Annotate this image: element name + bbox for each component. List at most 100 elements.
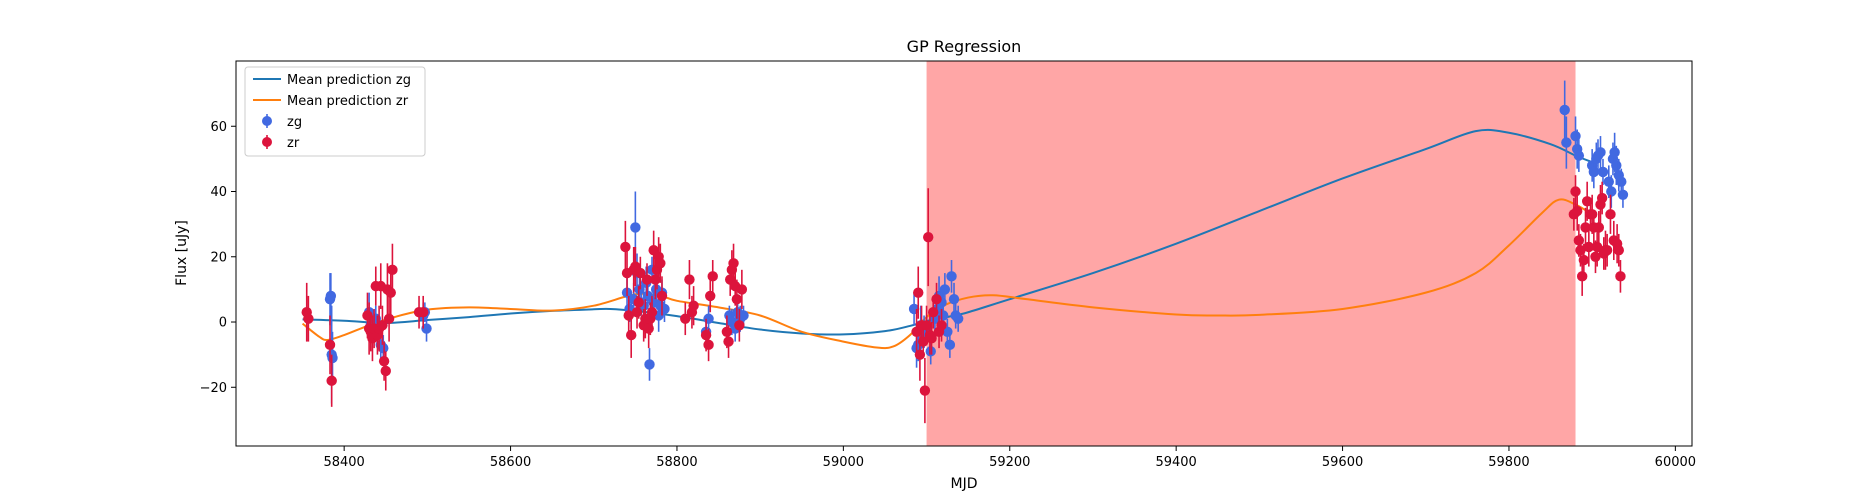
mean-line-zg [302, 128, 1593, 336]
data-point-zg [1603, 176, 1615, 187]
data-point-zr [1573, 235, 1585, 246]
data-point-zg [925, 346, 936, 357]
data-point-zr [707, 271, 718, 282]
data-point-zr [377, 320, 388, 331]
data-point-zr [1601, 245, 1613, 256]
data-point-zr [380, 365, 391, 377]
data-point-zg [948, 293, 960, 305]
chart-title: GP Regression [907, 37, 1022, 56]
data-point-zg [1609, 147, 1620, 158]
shaded-region [926, 61, 1576, 446]
data-point-zr [705, 290, 716, 302]
data-point-zg [634, 284, 645, 295]
mean-line-zr [301, 198, 1593, 350]
data-point-zg [1570, 130, 1581, 142]
data-point-zr [641, 274, 653, 285]
legend-zg-label: zg [287, 115, 302, 130]
data-point-zr [1590, 251, 1601, 262]
x-tick-label: 59200 [989, 455, 1030, 470]
legend: Mean prediction zg Mean prediction zr zg zr [244, 66, 426, 157]
data-point-zg [1616, 176, 1627, 187]
data-point-zr [1576, 271, 1588, 282]
series-zr [301, 175, 1626, 424]
plot-area: 58400 58600 58800 59000 59200 59400 59600 59800… [200, 60, 1696, 470]
data-point-zr [1593, 222, 1605, 233]
data-point-zr [1591, 241, 1603, 253]
data-point-zr [326, 375, 337, 386]
data-point-zr [913, 287, 924, 298]
data-point-zr [728, 258, 739, 269]
data-point-zr [723, 336, 734, 347]
data-point-zr [324, 339, 336, 351]
x-tick-label: 58800 [656, 455, 697, 470]
x-tick-label: 59800 [1488, 455, 1529, 470]
x-tick-label: 58600 [490, 455, 531, 470]
y-tick-label: −20 [200, 381, 227, 396]
data-point-zg [939, 284, 951, 295]
data-point-zr [923, 231, 934, 243]
data-point-zr [931, 293, 942, 305]
data-point-zr [385, 287, 396, 298]
data-point-zr [1586, 209, 1598, 220]
plot-inner [301, 61, 1629, 446]
data-point-zg [325, 290, 337, 302]
data-point-zr [633, 297, 644, 308]
y-tick-label: 40 [210, 185, 227, 200]
data-point-zg [659, 303, 670, 315]
data-point-zr [631, 307, 643, 318]
data-point-zr [650, 274, 661, 285]
data-point-zr [688, 300, 699, 311]
data-point-zg [1573, 150, 1585, 161]
data-point-zg [378, 342, 389, 354]
data-point-zr [926, 333, 937, 344]
data-point-zr [1596, 192, 1608, 204]
data-point-zg [938, 310, 949, 321]
data-point-zr [703, 339, 714, 351]
data-point-zr [731, 293, 743, 305]
data-point-zr [387, 264, 398, 276]
plot-frame [235, 60, 1693, 447]
data-point-zr [1615, 271, 1626, 282]
data-point-zr [1583, 241, 1595, 253]
legend-mean-zr-label: Mean prediction zr [287, 94, 409, 109]
data-point-zr [936, 320, 947, 331]
data-point-zg [738, 310, 749, 321]
x-axis-label: MJD [951, 476, 978, 492]
data-point-zr [303, 313, 314, 324]
data-point-zg [1617, 189, 1629, 200]
y-tick-label: 60 [210, 120, 227, 135]
data-point-zg [946, 271, 957, 282]
data-point-zg [1606, 186, 1617, 197]
legend-box [244, 66, 426, 157]
data-point-zr [1613, 245, 1624, 256]
legend-zg-marker [262, 116, 272, 126]
data-point-zg [1595, 147, 1606, 158]
legend-mean-zg-label: Mean prediction zg [287, 73, 411, 88]
data-point-zg [1611, 160, 1622, 171]
data-point-zg [327, 352, 338, 364]
data-point-zr [383, 313, 395, 324]
data-point-zr [684, 274, 695, 285]
y-tick-label: 0 [219, 316, 227, 331]
data-point-zr [646, 307, 658, 318]
data-point-zr [1605, 209, 1616, 220]
data-point-zg [1561, 137, 1572, 148]
legend-zr-marker [262, 137, 272, 147]
data-point-zg [630, 222, 641, 233]
data-point-zr [700, 329, 712, 341]
x-tick-label: 58400 [323, 455, 364, 470]
data-point-zg [944, 339, 956, 351]
y-tick-label: 20 [210, 250, 227, 265]
x-tick-label: 59400 [1155, 455, 1196, 470]
x-tick-label: 59600 [1322, 455, 1363, 470]
data-point-zr [721, 326, 733, 338]
data-point-zg [703, 313, 714, 324]
data-point-zr [378, 355, 390, 367]
data-point-zr [680, 313, 691, 324]
data-point-zr [1578, 254, 1590, 266]
x-tick-label: 60000 [1655, 455, 1696, 470]
data-point-zr [1571, 205, 1583, 217]
data-point-zr [418, 307, 429, 318]
